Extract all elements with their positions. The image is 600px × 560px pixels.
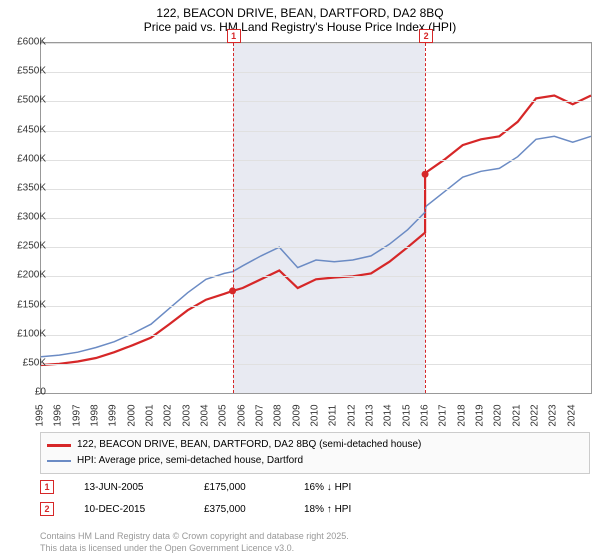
x-axis-tick-label: 2017	[438, 401, 449, 431]
gridline	[41, 364, 591, 365]
x-axis-tick-label: 2000	[126, 401, 137, 431]
x-axis-tick-label: 2012	[346, 401, 357, 431]
y-axis-tick-label: £350K	[6, 182, 46, 193]
gridline	[41, 218, 591, 219]
x-axis-tick-label: 2019	[475, 401, 486, 431]
x-axis-tick-label: 2001	[145, 401, 156, 431]
y-axis-tick-label: £250K	[6, 241, 46, 252]
gridline	[41, 43, 591, 44]
transaction-row: 2 10-DEC-2015 £375,000 18% ↑ HPI	[40, 502, 590, 516]
x-axis-tick-label: 2007	[255, 401, 266, 431]
chart-series-line	[41, 96, 591, 366]
y-axis-tick-label: £400K	[6, 153, 46, 164]
transaction-price: £175,000	[204, 482, 274, 493]
x-axis-tick-label: 2010	[310, 401, 321, 431]
y-axis-tick-label: £50K	[6, 357, 46, 368]
x-axis-tick-label: 2015	[401, 401, 412, 431]
transaction-date: 13-JUN-2005	[84, 482, 174, 493]
gridline	[41, 276, 591, 277]
x-axis-tick-label: 2004	[200, 401, 211, 431]
x-axis-tick-label: 2024	[566, 401, 577, 431]
chart-title-line1: 122, BEACON DRIVE, BEAN, DARTFORD, DA2 8…	[0, 0, 600, 20]
gridline	[41, 72, 591, 73]
marker-number-box: 2	[419, 29, 433, 43]
x-axis-tick-label: 2018	[456, 401, 467, 431]
transaction-marker-icon: 1	[40, 480, 54, 494]
legend-swatch	[47, 460, 71, 462]
chart-title-line2: Price paid vs. HM Land Registry's House …	[0, 20, 600, 38]
y-axis-tick-label: £100K	[6, 328, 46, 339]
legend-label: 122, BEACON DRIVE, BEAN, DARTFORD, DA2 8…	[77, 437, 421, 453]
gridline	[41, 247, 591, 248]
transaction-delta: 18% ↑ HPI	[304, 504, 384, 515]
x-axis-tick-label: 1998	[90, 401, 101, 431]
x-axis-tick-label: 2020	[493, 401, 504, 431]
attribution-line1: Contains HM Land Registry data © Crown c…	[40, 530, 349, 542]
y-axis-tick-label: £200K	[6, 270, 46, 281]
x-axis-tick-label: 1999	[108, 401, 119, 431]
legend-item: HPI: Average price, semi-detached house,…	[47, 453, 583, 469]
gridline	[41, 101, 591, 102]
legend-label: HPI: Average price, semi-detached house,…	[77, 453, 303, 469]
legend-item: 122, BEACON DRIVE, BEAN, DARTFORD, DA2 8…	[47, 437, 583, 453]
y-axis-tick-label: £500K	[6, 95, 46, 106]
x-axis-tick-label: 2009	[291, 401, 302, 431]
legend-swatch	[47, 444, 71, 447]
gridline	[41, 335, 591, 336]
y-axis-tick-label: £550K	[6, 66, 46, 77]
x-axis-tick-label: 2016	[420, 401, 431, 431]
marker-vertical-line	[233, 43, 234, 393]
transaction-delta: 16% ↓ HPI	[304, 482, 384, 493]
transaction-marker-icon: 2	[40, 502, 54, 516]
y-axis-tick-label: £150K	[6, 299, 46, 310]
transaction-row: 1 13-JUN-2005 £175,000 16% ↓ HPI	[40, 480, 590, 494]
x-axis-tick-label: 2022	[530, 401, 541, 431]
marker-vertical-line	[425, 43, 426, 393]
transaction-price: £375,000	[204, 504, 274, 515]
x-axis-tick-label: 2008	[273, 401, 284, 431]
x-axis-tick-label: 2002	[163, 401, 174, 431]
gridline	[41, 131, 591, 132]
attribution-line2: This data is licensed under the Open Gov…	[40, 542, 294, 554]
gridline	[41, 160, 591, 161]
y-axis-tick-label: £450K	[6, 124, 46, 135]
x-axis-tick-label: 2011	[328, 401, 339, 431]
y-axis-tick-label: £300K	[6, 212, 46, 223]
gridline	[41, 306, 591, 307]
x-axis-tick-label: 2023	[548, 401, 559, 431]
x-axis-tick-label: 2005	[218, 401, 229, 431]
x-axis-tick-label: 2006	[236, 401, 247, 431]
gridline	[41, 189, 591, 190]
x-axis-tick-label: 1995	[35, 401, 46, 431]
x-axis-tick-label: 2014	[383, 401, 394, 431]
y-axis-tick-label: £600K	[6, 37, 46, 48]
y-axis-tick-label: £0	[6, 387, 46, 398]
legend-box: 122, BEACON DRIVE, BEAN, DARTFORD, DA2 8…	[40, 432, 590, 474]
transaction-date: 10-DEC-2015	[84, 504, 174, 515]
chart-plot-area: 12	[40, 42, 592, 394]
x-axis-tick-label: 2021	[511, 401, 522, 431]
x-axis-tick-label: 1997	[71, 401, 82, 431]
marker-number-box: 1	[227, 29, 241, 43]
x-axis-tick-label: 1996	[53, 401, 64, 431]
x-axis-tick-label: 2003	[181, 401, 192, 431]
x-axis-tick-label: 2013	[365, 401, 376, 431]
